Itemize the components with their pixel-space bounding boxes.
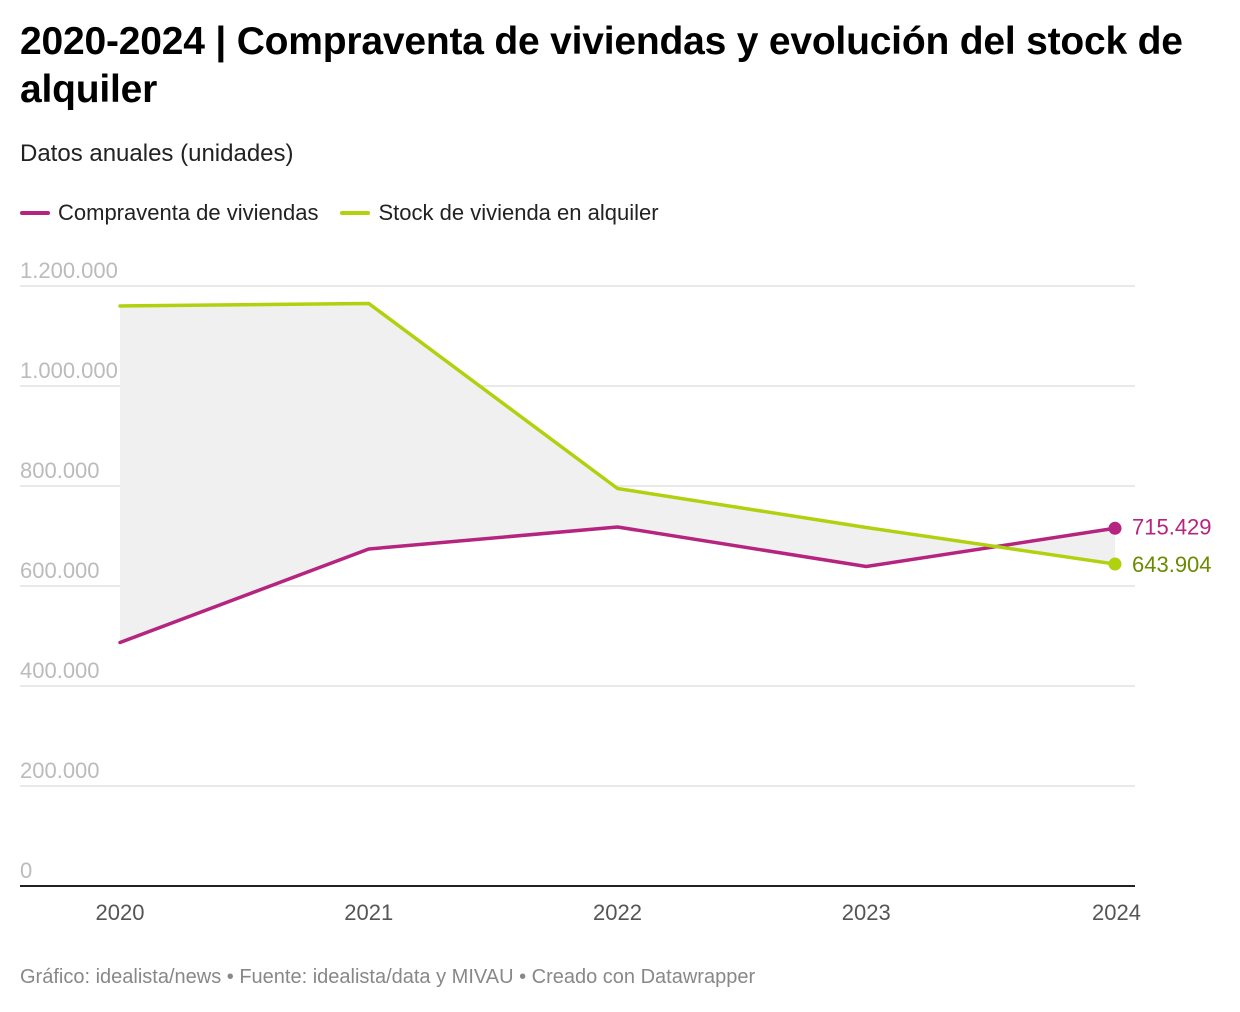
series-line-compraventa (118, 525, 1117, 645)
y-tick-label: 0 (20, 858, 32, 883)
end-label-compraventa: 715.429 (1132, 514, 1212, 539)
line-layer (118, 301, 1117, 645)
legend-item-compraventa: Compraventa de viviendas (20, 200, 318, 226)
legend-swatch-stock (340, 211, 371, 215)
y-tick-label: 1.200.000 (20, 258, 118, 283)
y-tick-label: 1.000.000 (20, 358, 118, 383)
legend: Compraventa de viviendas Stock de vivien… (20, 200, 659, 226)
point-layer (1108, 521, 1122, 571)
end-point-compraventa (1108, 521, 1122, 535)
legend-item-stock: Stock de vivienda en alquiler (340, 200, 659, 226)
y-tick-label: 600.000 (20, 558, 100, 583)
chart-footer: Gráfico: idealista/news • Fuente: ideali… (20, 966, 756, 988)
legend-label-stock: Stock de vivienda en alquiler (378, 200, 659, 225)
area-layer (120, 303, 1115, 643)
chart-title: 2020-2024 | Compraventa de viviendas y e… (20, 20, 1183, 111)
end-point-stock (1108, 557, 1122, 571)
legend-swatch-compraventa (20, 211, 50, 215)
x-tick-label: 2021 (344, 900, 393, 925)
x-tick-label: 2023 (842, 900, 891, 925)
y-tick-label: 800.000 (20, 458, 100, 483)
series-line-stock (118, 301, 1117, 566)
x-tick-label: 2022 (593, 900, 642, 925)
legend-label-compraventa: Compraventa de viviendas (58, 200, 319, 225)
label-layer: 0 200.000 400.000 600.000 800.000 1.000.000 1.… (20, 258, 1212, 925)
chart-subtitle: Datos anuales (unidades) (20, 140, 294, 167)
range-area (120, 303, 1115, 643)
end-label-stock: 643.904 (1132, 552, 1212, 577)
y-tick-label: 400.000 (20, 658, 100, 683)
y-tick-label: 200.000 (20, 758, 100, 783)
x-tick-label: 2020 (96, 900, 145, 925)
x-tick-label: 2024 (1092, 900, 1141, 925)
